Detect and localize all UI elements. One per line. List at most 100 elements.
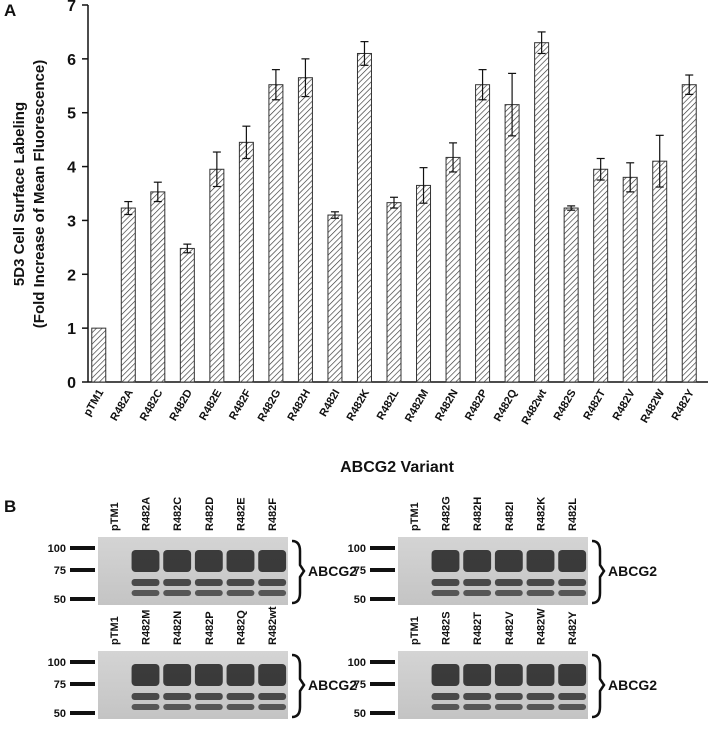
lane-label: R482D: [204, 497, 216, 531]
lane-label: R482F: [267, 498, 279, 531]
error-bar: [271, 69, 280, 101]
marker-label: 50: [354, 708, 366, 720]
error-bar: [242, 125, 251, 160]
bar: [563, 207, 579, 383]
band: [463, 704, 492, 710]
y-tick-label: 3: [67, 213, 76, 230]
x-tick-label: R482L: [375, 387, 402, 422]
band: [194, 704, 223, 710]
band: [226, 590, 255, 596]
protein-label: ABCG2: [608, 563, 657, 579]
band: [258, 550, 287, 572]
x-tick-label: R482C: [138, 387, 166, 423]
lane-label: R482S: [441, 611, 453, 645]
x-axis-label: ABCG2 Variant: [340, 459, 454, 476]
x-tick-label: R482A: [108, 387, 136, 423]
bar: [445, 156, 461, 383]
bar: [120, 207, 136, 383]
band: [558, 550, 587, 572]
error-bar: [655, 134, 664, 188]
band: [194, 550, 223, 572]
band: [163, 704, 192, 710]
band: [558, 693, 587, 700]
band: [226, 579, 255, 586]
bar: [475, 84, 491, 383]
lane-label: R482P: [204, 611, 216, 645]
marker-label: 50: [54, 594, 66, 606]
x-tick-label: pTM1: [82, 388, 107, 419]
bar: [356, 52, 372, 383]
bar: [268, 84, 284, 383]
band: [194, 579, 223, 586]
lane-label: R482N: [172, 611, 184, 645]
band: [526, 664, 555, 686]
error-bar: [596, 157, 605, 181]
marker-label: 75: [54, 565, 66, 577]
marker-label: 50: [54, 708, 66, 720]
band: [526, 704, 555, 710]
x-tick-label: R482M: [403, 388, 431, 425]
x-tick-label: R482Q: [492, 387, 520, 424]
band: [431, 590, 460, 596]
blot: [98, 537, 288, 605]
panel-label: A: [4, 1, 16, 20]
marker-label: 75: [354, 565, 366, 577]
band: [558, 579, 587, 586]
band: [226, 693, 255, 700]
band: [463, 664, 492, 686]
bar: [504, 104, 520, 383]
band: [526, 550, 555, 572]
band: [194, 590, 223, 596]
band: [431, 693, 460, 700]
band: [431, 550, 460, 572]
band: [463, 550, 492, 572]
band: [494, 664, 523, 686]
y-tick-label: 7: [67, 0, 76, 15]
x-tick-label: R482Y: [670, 387, 698, 423]
band: [494, 590, 523, 596]
band: [431, 704, 460, 710]
error-bar: [685, 74, 694, 96]
x-tick-label: R482F: [227, 387, 254, 422]
band: [226, 550, 255, 572]
bar: [327, 214, 343, 383]
band: [431, 579, 460, 586]
error-bar: [626, 162, 635, 193]
bar: [622, 176, 638, 383]
lane-label: R482wt: [267, 606, 279, 645]
lane-label: R482A: [141, 497, 153, 531]
band: [163, 550, 192, 572]
bar: [681, 84, 697, 383]
band: [163, 590, 192, 596]
marker-label: 100: [48, 657, 66, 669]
band: [226, 704, 255, 710]
bar: [179, 247, 195, 383]
lane-label: R482L: [567, 498, 579, 531]
lane-label: R482I: [504, 502, 516, 531]
blot: [398, 537, 588, 605]
lane-label: R482T: [472, 612, 484, 645]
band: [463, 590, 492, 596]
bar: [91, 327, 107, 383]
band: [131, 704, 160, 710]
bar: [386, 202, 402, 383]
marker-label: 50: [354, 594, 366, 606]
band: [494, 579, 523, 586]
band: [463, 579, 492, 586]
y-tick-label: 4: [67, 160, 76, 177]
band: [226, 664, 255, 686]
x-tick-label: R482G: [256, 388, 284, 424]
lane-label: R482K: [536, 497, 548, 531]
bar: [593, 168, 609, 383]
bracket: [591, 653, 606, 719]
error-bar: [183, 243, 192, 254]
band: [558, 704, 587, 710]
error-bar: [449, 142, 458, 173]
x-tick-label: R482D: [167, 387, 195, 423]
bar: [416, 184, 432, 383]
error-bar: [301, 58, 310, 98]
marker-label: 75: [54, 679, 66, 691]
band: [258, 590, 287, 596]
lane-label: R482Q: [236, 610, 248, 645]
band: [526, 693, 555, 700]
